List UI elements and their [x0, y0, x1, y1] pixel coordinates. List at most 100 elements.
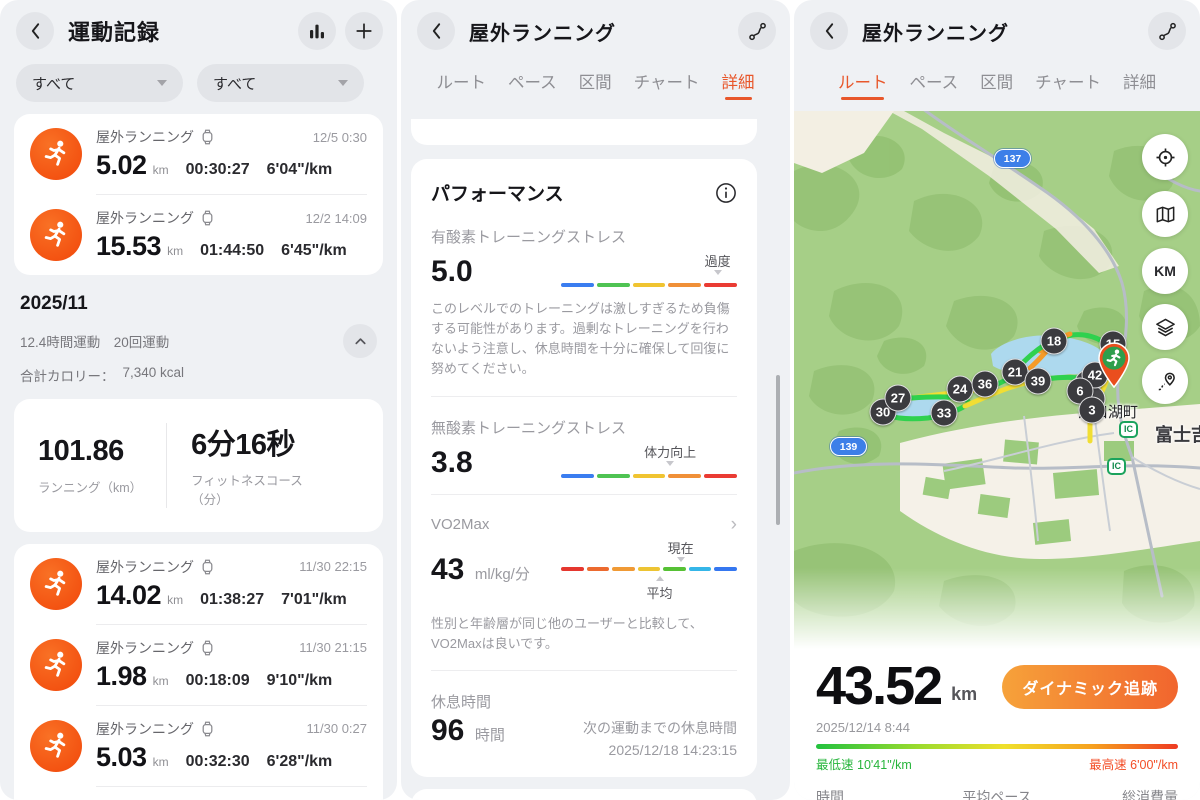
vo2max-bar: 現在 平均 — [561, 538, 738, 602]
tab-route[interactable]: ルート — [436, 74, 486, 92]
map-terrain — [794, 111, 1200, 656]
run-record-item[interactable]: 屋外ランニング 12/5 0:30 5.02 km 00:30:27 6'04"… — [14, 114, 383, 194]
road-shield-137: 137 — [994, 149, 1031, 168]
month-title: 2025/11 — [20, 293, 88, 314]
vo2max-average-label: 平均 — [646, 585, 673, 601]
route-share-button[interactable] — [738, 12, 776, 50]
anaerobic-stress-label: 無酸素トレーニングストレス — [431, 419, 627, 437]
tab-charts[interactable]: チャート — [633, 74, 700, 92]
divider — [96, 704, 367, 706]
tab-details[interactable]: 詳細 — [722, 69, 755, 100]
tab-segments[interactable]: 区間 — [578, 74, 612, 92]
tab-pace[interactable]: ペース — [909, 74, 959, 92]
run-record-item[interactable]: 屋外ランニング 11/27 22:58 5.02 km 00:30:54 6'0… — [14, 787, 383, 800]
run-route-screen: 屋外ランニング ルート ペース 区間 チャート 詳細 — [794, 0, 1200, 800]
caret-down-icon — [676, 556, 685, 562]
run-pace: 6'45"/km — [281, 242, 347, 259]
aerobic-level-label: 過度 — [704, 254, 731, 269]
run-record-item[interactable]: 屋外ランニング 12/2 14:09 15.53 km 01:44:50 6'4… — [14, 195, 383, 275]
route-overview-button[interactable] — [1142, 358, 1188, 404]
activity-type-label: 屋外ランニング — [96, 720, 194, 737]
min-pace-value: 10'41"/km — [857, 757, 912, 772]
km-marker: 18 — [1040, 327, 1068, 355]
filter-dropdown-device[interactable]: すべて — [197, 64, 364, 102]
vo2max-row[interactable]: VO2Max › — [431, 515, 737, 534]
run-record-item[interactable]: 屋外ランニング 11/30 21:15 1.98 km 00:18:09 9'1… — [14, 625, 383, 705]
run-distance-unit: km — [152, 163, 169, 177]
chevron-down-icon — [338, 80, 348, 86]
caret-down-icon — [713, 270, 722, 275]
previous-card-edge — [411, 119, 757, 145]
run-pace: 9'10"/km — [266, 671, 333, 689]
vo2max-current-label: 現在 — [667, 540, 694, 556]
page-title: 屋外ランニング — [469, 22, 616, 45]
run-datetime: 2025/12/14 8:44 — [816, 719, 910, 735]
km-marker: 21 — [1001, 358, 1029, 386]
detail-tab-bar: ルート ペース 区間 チャート 詳細 — [401, 56, 790, 111]
run-date: 11/30 22:15 — [299, 559, 367, 574]
route-share-button[interactable] — [1148, 12, 1186, 50]
page-title: 運動記録 — [68, 20, 161, 45]
running-icon — [30, 209, 82, 261]
chevron-down-icon — [157, 80, 167, 86]
km-marker: 24 — [946, 375, 974, 403]
back-button[interactable] — [810, 12, 848, 50]
filter-dropdown-type[interactable]: すべて — [16, 64, 183, 102]
activity-type-label: 屋外ランニング — [96, 129, 194, 145]
performance-title: パフォーマンス — [431, 184, 564, 205]
route-map[interactable]: 137 139 IC IC 河口湖町 富士吉田 30 27 33 24 36 2… — [794, 111, 1200, 656]
calories-value: 7,340 kcal — [122, 365, 185, 380]
month-summary-section: 2025/11 12.4時間運動 20回運動 合計カロリー： 7,340 kca… — [0, 275, 397, 385]
km-toggle-button[interactable]: KM — [1142, 248, 1188, 294]
info-icon[interactable] — [715, 182, 737, 204]
records-header: 運動記録 — [0, 0, 397, 56]
workout-records-screen: 運動記録 すべて すべて 屋外ランニング 12/5 0:30 — [0, 0, 397, 800]
map-style-button[interactable] — [1142, 191, 1188, 237]
tab-segments[interactable]: 区間 — [980, 74, 1014, 92]
run-record-item[interactable]: 屋外ランニング 11/30 22:15 14.02 km 01:38:27 7'… — [14, 544, 383, 624]
divider — [96, 785, 367, 787]
tab-details[interactable]: 詳細 — [1123, 74, 1157, 92]
activity-type-label: 屋外ランニング — [96, 639, 194, 656]
running-icon — [30, 557, 82, 610]
max-pace-label: 最高速 — [1089, 757, 1127, 772]
caret-up-icon — [655, 575, 664, 581]
km-marker: 39 — [1024, 367, 1052, 395]
rest-time-label: 休息時間 — [431, 693, 492, 711]
vo2max-unit: ml/kg/分 — [474, 565, 530, 583]
scrollbar[interactable] — [776, 375, 780, 525]
running-icon — [30, 128, 82, 180]
aerobic-stress-label: 有酸素トレーニングストレス — [431, 229, 627, 246]
run-distance-unit: km — [167, 592, 184, 607]
month-stats-card: 101.86 ランニング（km） 6分16秒 フィットネスコース（分） — [14, 399, 383, 532]
tab-route[interactable]: ルート — [838, 69, 887, 100]
tab-charts[interactable]: チャート — [1035, 74, 1102, 92]
run-distance-unit: km — [167, 244, 184, 258]
watch-icon — [201, 210, 214, 226]
activity-type-label: 屋外ランニング — [96, 210, 194, 226]
detail-header: 屋外ランニング — [401, 0, 790, 56]
run-duration: 00:32:30 — [185, 752, 250, 770]
watch-icon — [201, 640, 214, 656]
statistics-chart-button[interactable] — [298, 12, 336, 50]
rest-time-unit: 時間 — [474, 726, 505, 744]
map-fade-overlay — [794, 568, 1200, 656]
back-button[interactable] — [417, 12, 455, 50]
aerobic-stress-value: 5.0 — [431, 255, 473, 288]
collapse-button[interactable] — [343, 324, 377, 358]
run-record-item[interactable]: 屋外ランニング 11/30 0:27 5.03 km 00:32:30 6'28… — [14, 706, 383, 786]
filter-dropdown-label: すべて — [32, 75, 76, 93]
layers-button[interactable] — [1142, 304, 1188, 350]
add-workout-button[interactable] — [345, 12, 383, 50]
run-date: 12/2 14:09 — [305, 210, 367, 226]
aerobic-stress-bar: 過度 — [561, 251, 737, 287]
run-distance: 15.53 — [96, 231, 162, 261]
locate-button[interactable] — [1142, 134, 1188, 180]
dynamic-tracking-badge[interactable]: ダイナミック追跡 — [1002, 665, 1178, 709]
run-date: 12/5 0:30 — [312, 129, 367, 145]
city-label: 富士吉田 — [1155, 425, 1200, 445]
back-button[interactable] — [16, 12, 54, 50]
run-pace: 7'01"/km — [281, 590, 347, 608]
tab-pace[interactable]: ペース — [507, 74, 557, 92]
run-distance-unit: km — [152, 673, 169, 688]
